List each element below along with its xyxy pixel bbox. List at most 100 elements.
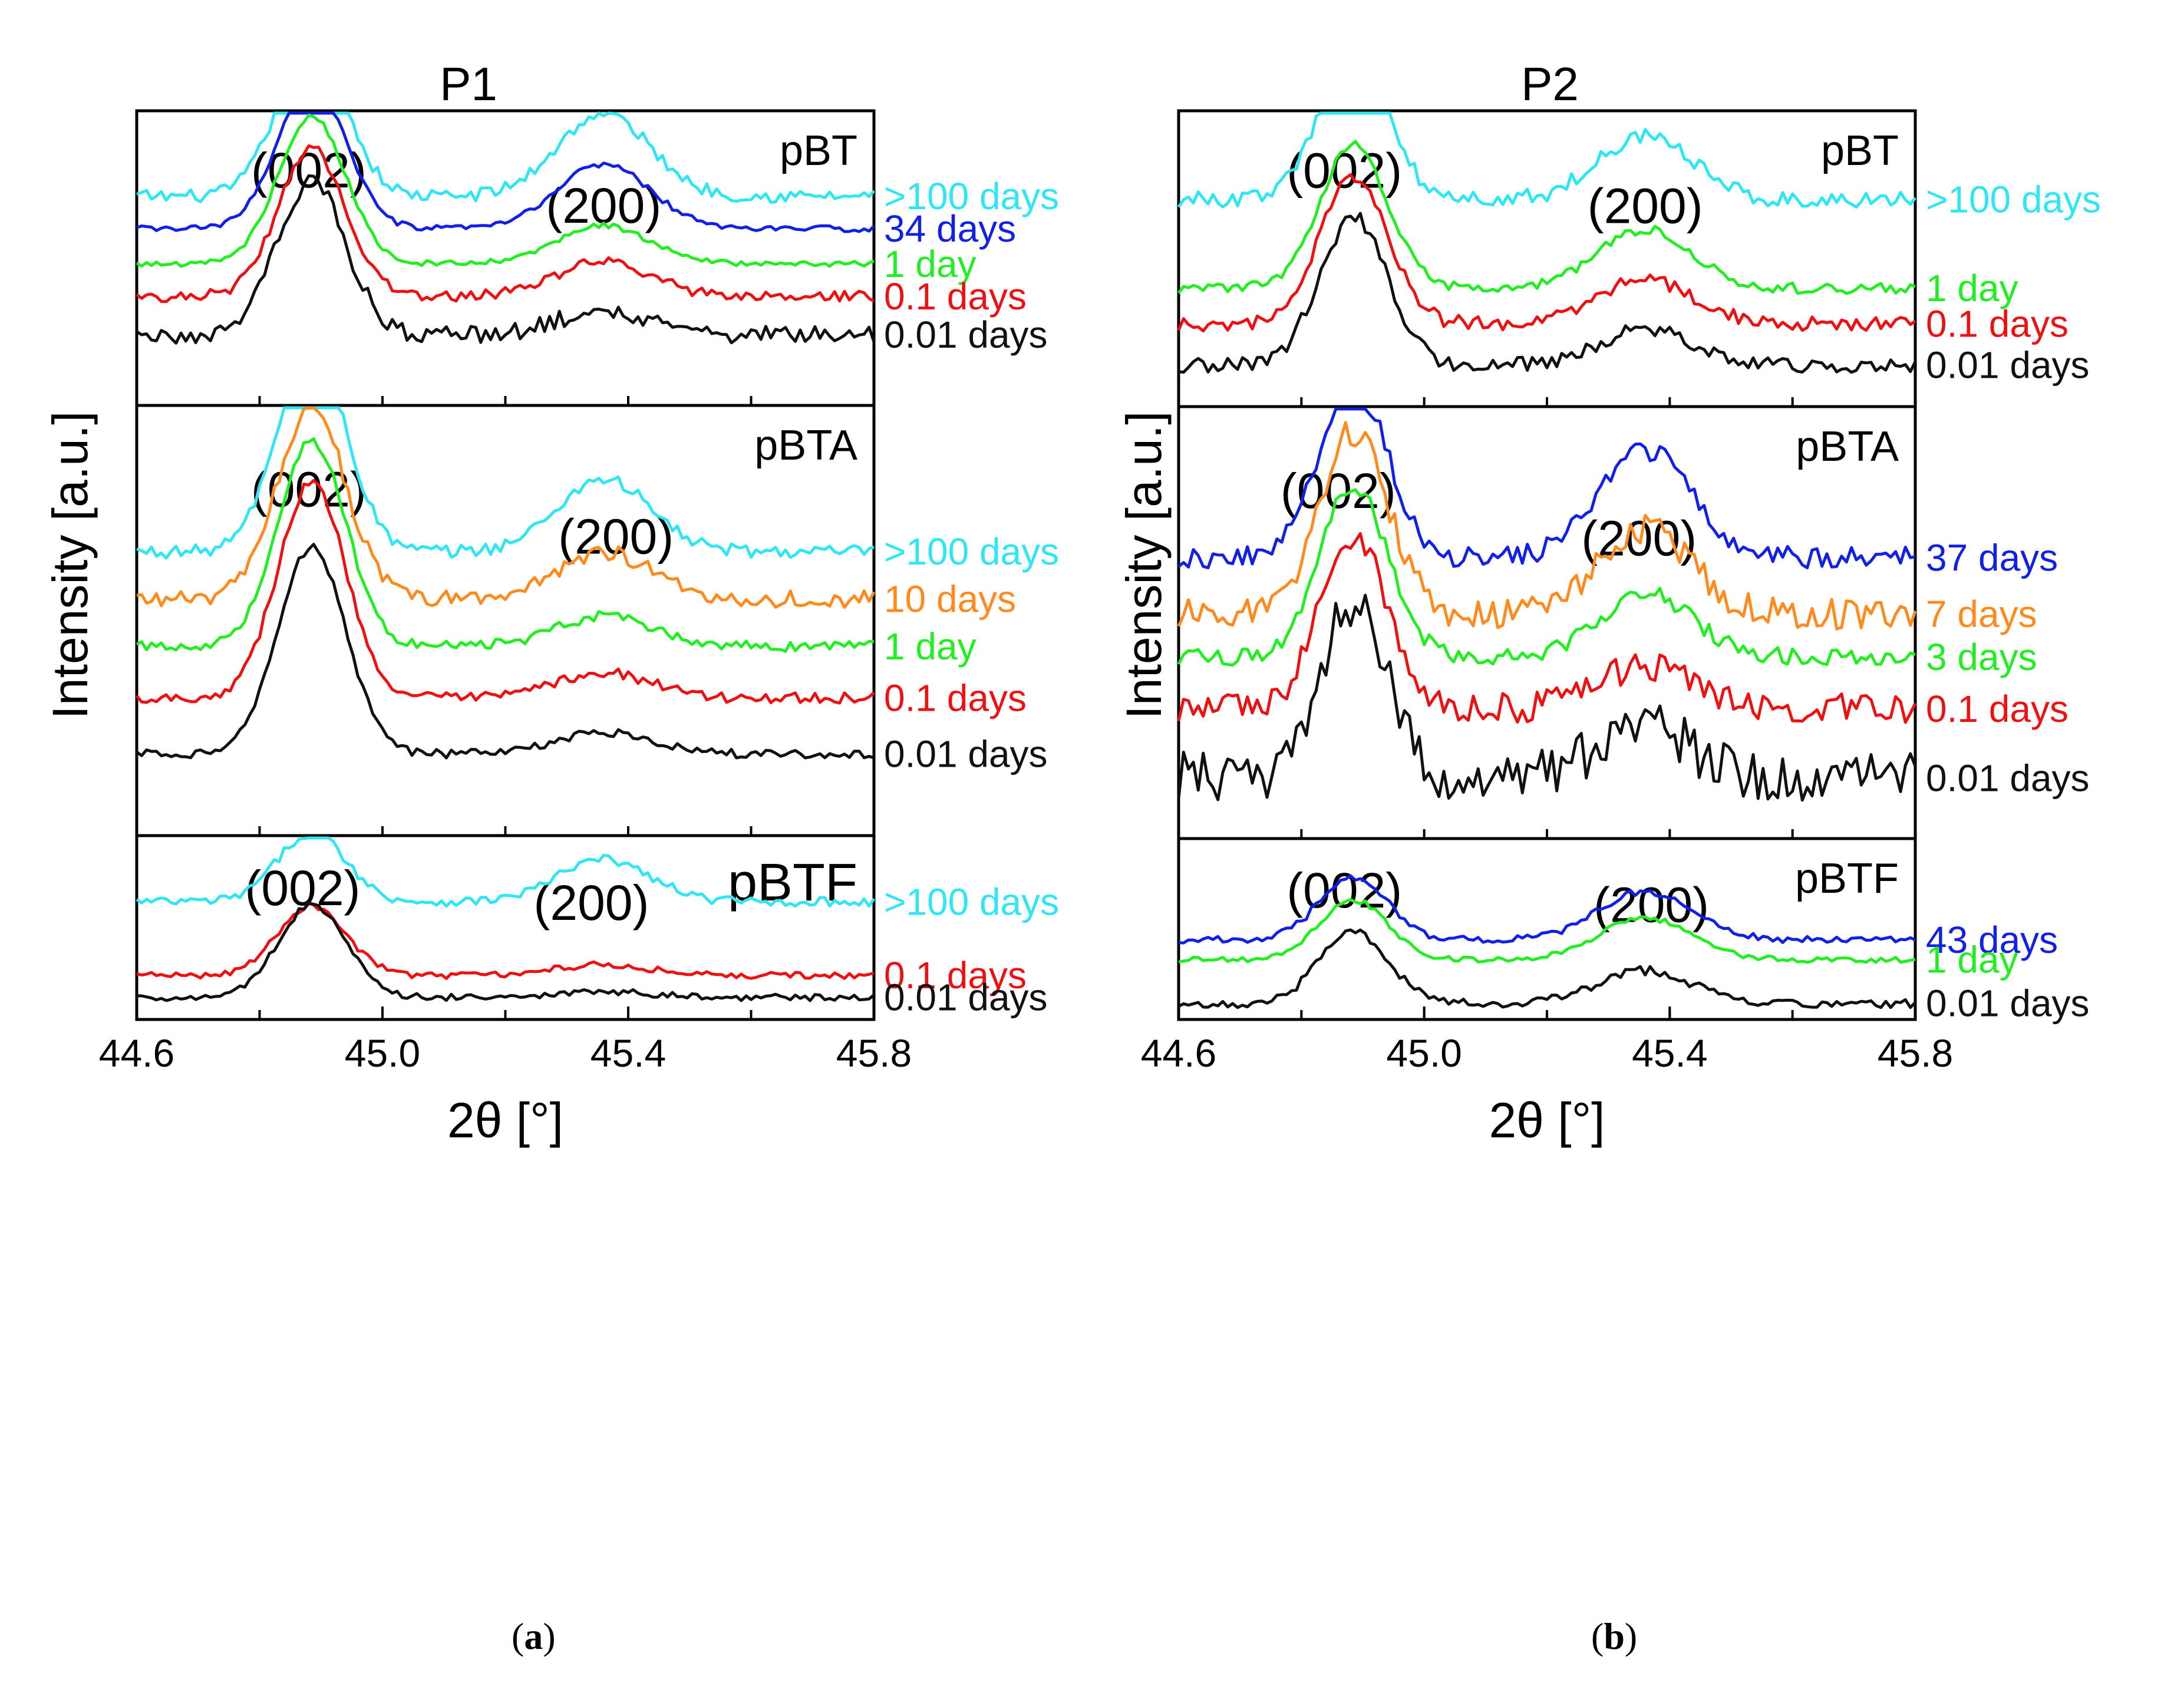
series-0-1-days: 0.1 days: [136, 144, 1027, 318]
x-tick-label: 45.0: [345, 1031, 420, 1075]
series-line: [1178, 898, 1916, 964]
series-label: 0.01 days: [884, 314, 1048, 356]
caption-a-open: (: [512, 1615, 524, 1657]
series-line: [136, 836, 876, 908]
series-43-days: 43 days: [1178, 874, 2058, 961]
series-label: 1 day: [884, 625, 976, 668]
series-line: [136, 111, 875, 233]
sample-label: pBTF: [1795, 855, 1899, 902]
series-0-01-days: 0.01 days: [1178, 212, 2090, 387]
series-1-day: 1 day: [136, 113, 976, 285]
peak-label: (002): [245, 860, 360, 916]
series-line: [1177, 140, 1916, 295]
series-0-01-days: 0.01 days: [1177, 593, 2090, 802]
peak-label: (002): [1286, 863, 1402, 918]
x-tick-label: 45.4: [1632, 1031, 1707, 1075]
series-line: [136, 543, 875, 760]
series-line: [136, 406, 875, 560]
x-tick-label: 45.4: [590, 1031, 666, 1075]
series-gt100-days: >100 days: [1177, 111, 2101, 221]
series-line: [136, 111, 875, 204]
series-line: [136, 479, 875, 705]
series-label: 43 days: [1926, 919, 2058, 961]
series-34-days: 34 days: [136, 111, 1016, 250]
peak-label: (200): [1588, 179, 1703, 234]
series-line: [1177, 173, 1916, 333]
peak-label: (002): [251, 143, 367, 198]
series-line: [136, 902, 875, 1002]
x-tick-label: 44.6: [99, 1031, 174, 1075]
series-0-1-days: 0.1 days: [1177, 173, 2068, 345]
series-7-days: 7 days: [1177, 421, 2037, 635]
series-label: 1 day: [1926, 267, 2018, 309]
series-label: 0.1 days: [884, 275, 1027, 318]
peak-label: (200): [533, 875, 649, 930]
series-label: >100 days: [1926, 179, 2101, 221]
series-line: [1178, 874, 1916, 945]
series-1-day: 1 day: [1178, 898, 2018, 981]
caption-b: (b): [1591, 1615, 1637, 1658]
series-label: 0.1 days: [884, 954, 1027, 996]
panel-frame: [135, 404, 876, 837]
chart-title: P2: [1521, 58, 1579, 110]
series-0-1-days: 0.1 days: [136, 902, 1027, 996]
series-line: [1177, 928, 1916, 1009]
chart-title: P1: [440, 58, 497, 110]
caption-b-close: ): [1624, 1615, 1638, 1657]
series-label: 34 days: [884, 207, 1016, 250]
sample-label: pBTA: [1796, 423, 1899, 470]
series-0-01-days: 0.01 days: [136, 174, 1048, 356]
series-0-1-days: 0.1 days: [1177, 532, 2068, 730]
series-label: 0.01 days: [1926, 982, 2090, 1024]
series-line: [1177, 593, 1917, 802]
series-label: 1 day: [884, 243, 976, 285]
y-axis-label: Intensity [a.u.]: [42, 411, 98, 720]
y-axis-label: Intensity [a.u.]: [1116, 411, 1172, 720]
series-label: 0.1 days: [1926, 302, 2068, 345]
series-gt100-days: >100 days: [136, 111, 1059, 217]
sample-label: pBTA: [754, 422, 857, 469]
series-0-01-days: 0.01 days: [1177, 928, 2090, 1024]
series-label: 0.01 days: [1926, 757, 2090, 799]
x-tick-label: 45.8: [1878, 1031, 1953, 1075]
caption-a: (a): [512, 1615, 556, 1658]
series-line: [136, 113, 875, 268]
caption-b-letter: b: [1604, 1615, 1625, 1657]
x-tick-label: 45.8: [836, 1031, 912, 1075]
series-label: 10 days: [884, 578, 1016, 621]
series-label: >100 days: [884, 530, 1059, 573]
series-line: [1177, 421, 1917, 631]
x-tick-label: 44.6: [1141, 1031, 1216, 1075]
series-label: 37 days: [1926, 537, 2058, 579]
series-line: [1177, 111, 1916, 209]
caption-b-open: (: [1591, 1615, 1604, 1657]
series-0-01-days: 0.01 days: [136, 902, 1048, 1019]
series-line: [136, 406, 876, 609]
caption-a-close: ): [543, 1615, 556, 1657]
series-label: 0.1 days: [1926, 688, 2068, 730]
series-1-day: 1 day: [136, 437, 976, 668]
series-label: 0.1 days: [884, 677, 1027, 719]
sample-label: pBT: [780, 127, 857, 174]
series-10-days: 10 days: [136, 406, 1016, 621]
series-label: 3 days: [1926, 636, 2037, 678]
series-line: [136, 437, 875, 653]
series-line: [1178, 212, 1917, 374]
series-line: [1177, 532, 1917, 724]
series-37-days: 37 days: [1177, 407, 2058, 579]
series-3-days: 3 days: [1177, 488, 2037, 678]
series-gt100-days: >100 days: [136, 836, 1059, 923]
series-line: [136, 144, 875, 303]
caption-a-letter: a: [524, 1615, 543, 1657]
series-0-01-days: 0.01 days: [136, 543, 1048, 775]
x-tick-label: 45.0: [1386, 1031, 1462, 1075]
series-label: 1 day: [1926, 939, 2018, 981]
